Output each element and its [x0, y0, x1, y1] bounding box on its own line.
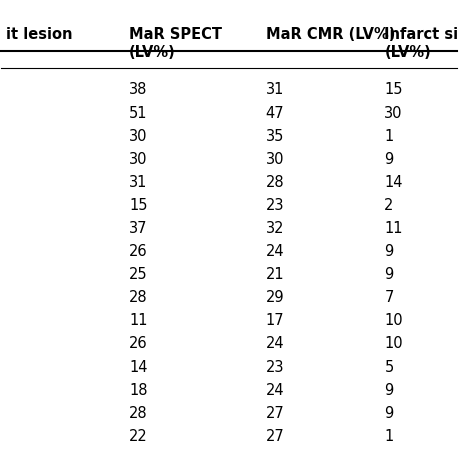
Text: 30: 30 [129, 152, 147, 167]
Text: 35: 35 [266, 128, 284, 144]
Text: 15: 15 [384, 82, 403, 98]
Text: 2: 2 [384, 198, 394, 213]
Text: 9: 9 [384, 152, 393, 167]
Text: 1: 1 [384, 429, 393, 444]
Text: 30: 30 [266, 152, 284, 167]
Text: 10: 10 [384, 313, 403, 328]
Text: 9: 9 [384, 244, 393, 259]
Text: 31: 31 [266, 82, 284, 98]
Text: 30: 30 [129, 128, 147, 144]
Text: 32: 32 [266, 221, 284, 236]
Text: 31: 31 [129, 175, 147, 190]
Text: it lesion: it lesion [6, 27, 73, 42]
Text: 26: 26 [129, 337, 148, 351]
Text: 29: 29 [266, 290, 284, 305]
Text: 9: 9 [384, 383, 393, 398]
Text: 28: 28 [129, 290, 148, 305]
Text: 7: 7 [384, 290, 394, 305]
Text: 27: 27 [266, 406, 284, 421]
Text: 28: 28 [266, 175, 284, 190]
Text: MaR CMR (LV%): MaR CMR (LV%) [266, 27, 395, 42]
Text: 1: 1 [384, 128, 393, 144]
Text: 26: 26 [129, 244, 148, 259]
Text: 25: 25 [129, 267, 148, 282]
Text: Infarct si
(LV%): Infarct si (LV%) [384, 27, 458, 60]
Text: 28: 28 [129, 406, 148, 421]
Text: 21: 21 [266, 267, 284, 282]
Text: 18: 18 [129, 383, 147, 398]
Text: 23: 23 [266, 198, 284, 213]
Text: 27: 27 [266, 429, 284, 444]
Text: 14: 14 [384, 175, 403, 190]
Text: 22: 22 [129, 429, 148, 444]
Text: 17: 17 [266, 313, 284, 328]
Text: 24: 24 [266, 337, 284, 351]
Text: 9: 9 [384, 406, 393, 421]
Text: 51: 51 [129, 106, 147, 120]
Text: 10: 10 [384, 337, 403, 351]
Text: 9: 9 [384, 267, 393, 282]
Text: 11: 11 [384, 221, 403, 236]
Text: 11: 11 [129, 313, 147, 328]
Text: 14: 14 [129, 359, 147, 374]
Text: 24: 24 [266, 244, 284, 259]
Text: 38: 38 [129, 82, 147, 98]
Text: MaR SPECT
(LV%): MaR SPECT (LV%) [129, 27, 222, 60]
Text: 24: 24 [266, 383, 284, 398]
Text: 47: 47 [266, 106, 284, 120]
Text: 37: 37 [129, 221, 147, 236]
Text: 30: 30 [384, 106, 403, 120]
Text: 23: 23 [266, 359, 284, 374]
Text: 5: 5 [384, 359, 393, 374]
Text: 15: 15 [129, 198, 147, 213]
